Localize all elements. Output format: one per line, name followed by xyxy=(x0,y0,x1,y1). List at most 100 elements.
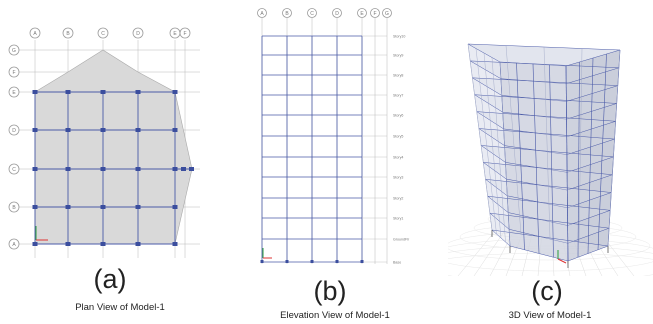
elev-story-label: Story4 xyxy=(393,156,403,160)
elevation-view-panel: A B C D E F G Story10 Story9 Story8 Story7 Story6 St… xyxy=(245,0,415,270)
plan-grid-bubble-y xyxy=(8,44,20,56)
iso-column-side xyxy=(597,53,607,250)
plan-grid-bubble-y-text: D xyxy=(12,128,16,134)
elev-story-label: Story3 xyxy=(393,176,403,180)
iso-column-front xyxy=(565,65,569,262)
elev-story-label: Story6 xyxy=(393,114,403,118)
iso-column-side xyxy=(577,61,580,258)
plan-column-node xyxy=(100,128,106,132)
plan-column-node xyxy=(100,90,106,94)
plan-grid-bubble-y xyxy=(8,201,20,213)
panel-c-label: (c) xyxy=(531,276,563,306)
panel-b-caption: Elevation View of Model-1 xyxy=(280,310,390,321)
plan-column-node xyxy=(100,167,106,171)
elev-story-label: Story8 xyxy=(393,74,403,78)
elev-support xyxy=(310,260,314,263)
plan-column-node xyxy=(135,242,141,246)
plan-column-node xyxy=(189,167,194,171)
panel-a-caption: Plan View of Model-1 xyxy=(75,302,165,313)
plan-grid-bubble-x xyxy=(179,27,191,39)
iso-column-back xyxy=(578,48,583,243)
plan-column-node xyxy=(32,242,38,246)
iso-column-front xyxy=(516,62,525,250)
elev-story-label: Story10 xyxy=(393,35,405,39)
elev-story-label: Story9 xyxy=(393,54,403,58)
panel-c-caption: 3D View of Model-1 xyxy=(508,310,592,321)
iso-axis-x-icon xyxy=(557,258,567,264)
plan-grid-bubble-y xyxy=(8,238,20,250)
plan-grid-bubble-y-text: E xyxy=(12,90,16,96)
plan-grid-bubble-y xyxy=(8,86,20,98)
plan-column-node xyxy=(100,205,106,209)
plan-column-node xyxy=(32,90,38,94)
plan-grid-bubble-x xyxy=(97,27,109,39)
iso-column-front xyxy=(532,63,540,254)
plan-column-node xyxy=(135,167,141,171)
plan-column-node xyxy=(100,242,106,246)
iso-column-left xyxy=(475,48,497,235)
plan-column-node xyxy=(65,167,71,171)
3d-view-drawing xyxy=(448,43,653,276)
elev-grid-bubble-x xyxy=(382,8,392,18)
elev-grid-bubble-x-text: F xyxy=(373,11,376,17)
elev-support xyxy=(285,260,289,263)
iso-column-front xyxy=(549,64,554,258)
elev-story-label: GroundFlr xyxy=(393,238,410,242)
panel-b-label: (b) xyxy=(313,276,347,306)
plan-grid-bubble-x-text: A xyxy=(33,31,37,37)
plan-column-node xyxy=(172,167,178,171)
plan-column-node xyxy=(32,205,38,209)
plan-grid-bubble-x xyxy=(62,27,74,39)
elev-story-label: Base xyxy=(393,261,401,265)
elev-grid-bubble-x-text: C xyxy=(310,11,314,17)
elev-story-label: Story2 xyxy=(393,197,403,201)
plan-column-node xyxy=(181,167,186,171)
plan-column-node xyxy=(172,242,178,246)
plan-grid-bubble-x-text: D xyxy=(136,31,140,37)
plan-grid-bubble-y xyxy=(8,124,20,136)
iso-column-back xyxy=(607,49,621,247)
plan-grid-bubble-y-text: C xyxy=(12,167,16,173)
elev-story-label: Story5 xyxy=(393,135,403,139)
elev-grid-bubble-x xyxy=(282,8,292,18)
plan-column-node xyxy=(65,205,71,209)
elev-grid-bubble-x-text: E xyxy=(360,11,364,17)
iso-column-left xyxy=(491,57,506,243)
plan-column-node xyxy=(135,90,141,94)
elev-grid-bubble-x-text: G xyxy=(385,11,389,17)
plan-grid-bubble-x-text: E xyxy=(173,31,177,37)
plan-column-node xyxy=(135,205,141,209)
iso-column-side xyxy=(587,57,594,254)
iso-column-left xyxy=(483,52,502,239)
elev-grid-bubble-x xyxy=(257,8,267,18)
elev-story-label: Story7 xyxy=(393,94,403,98)
plan-grid-bubble-y-text: B xyxy=(12,205,16,211)
plan-column-node xyxy=(172,128,178,132)
plan-grid-bubble-y-text: G xyxy=(12,48,16,54)
plan-grid-bubble-x-text: F xyxy=(183,31,186,37)
plan-grid-bubble-x-text: C xyxy=(101,31,105,37)
elev-grid-bubble-x xyxy=(307,8,317,18)
elev-grid-bubble-x-text: B xyxy=(285,11,289,17)
elevation-view-drawing: A B C D E F G Story10 Story9 Story8 Story7 Story6 St… xyxy=(257,8,410,265)
elev-support xyxy=(260,260,264,263)
plan-column-node xyxy=(65,90,71,94)
plan-grid-bubble-x-text: B xyxy=(66,31,70,37)
plan-column-node xyxy=(172,205,178,209)
elev-grid-bubble-x xyxy=(332,8,342,18)
elev-support xyxy=(335,260,339,263)
panel-a-label: (a) xyxy=(93,264,127,294)
plan-grid-bubble-y xyxy=(8,66,20,78)
iso-column-back xyxy=(543,46,551,239)
plan-grid-bubble-y-text: F xyxy=(12,70,15,76)
elev-grid-bubble-x xyxy=(370,8,380,18)
plan-column-node xyxy=(65,242,71,246)
plan-slab xyxy=(34,49,193,245)
plan-grid-bubble-y xyxy=(8,163,20,175)
plan-grid-bubble-x xyxy=(132,27,144,39)
elev-support xyxy=(360,260,364,263)
3d-view-panel xyxy=(448,14,653,276)
elev-grid-bubble-x xyxy=(357,8,367,18)
